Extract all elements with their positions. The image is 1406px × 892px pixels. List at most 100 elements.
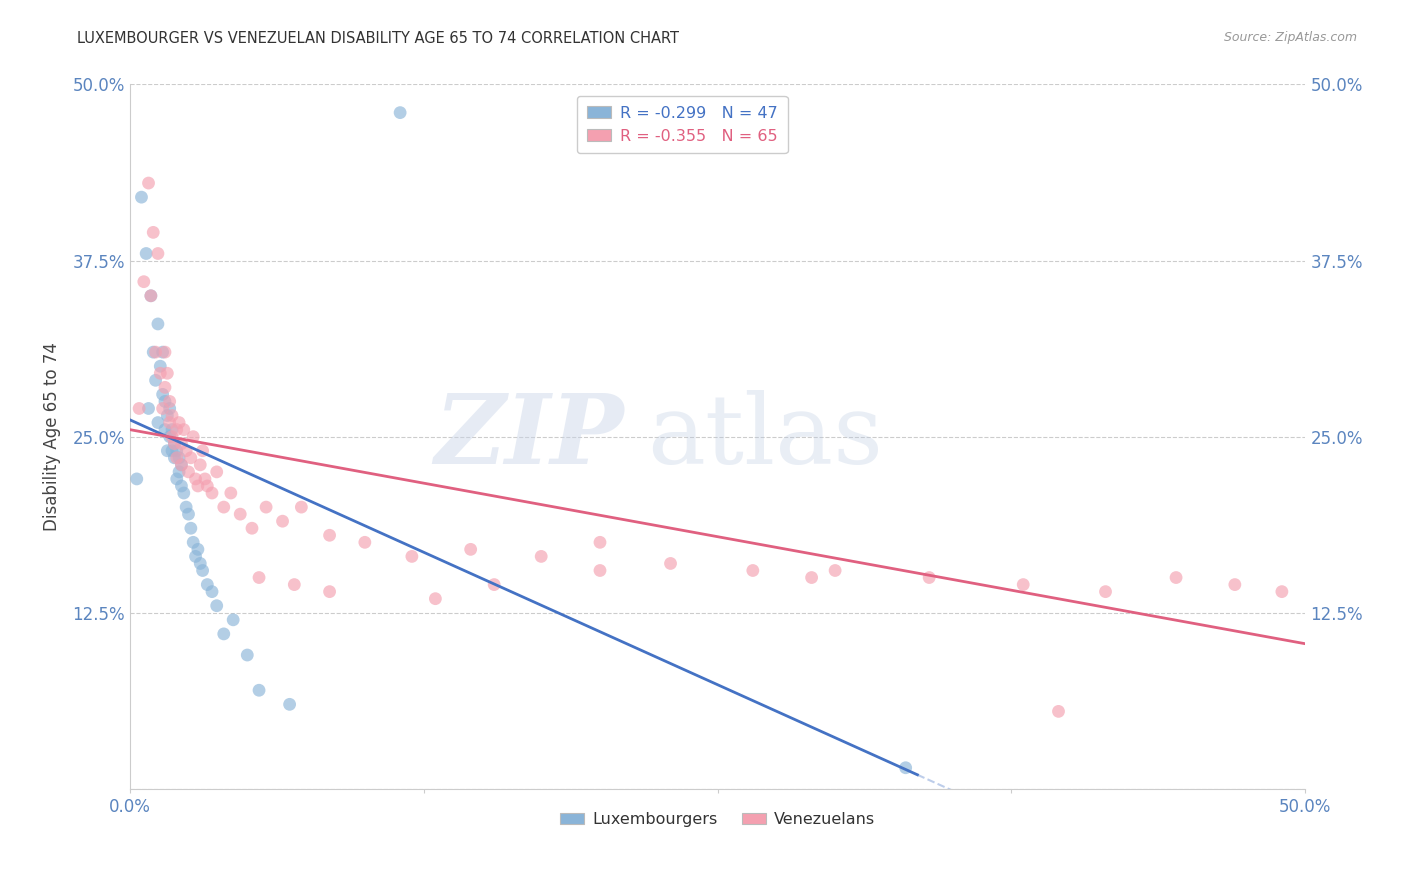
Point xyxy=(219,486,242,500)
Point xyxy=(184,549,207,564)
Point xyxy=(152,345,174,359)
Point xyxy=(139,289,162,303)
Point xyxy=(163,436,186,450)
Point xyxy=(135,246,157,260)
Point xyxy=(589,564,612,578)
Point xyxy=(153,423,176,437)
Point xyxy=(290,500,312,514)
Point xyxy=(195,479,218,493)
Point xyxy=(160,443,183,458)
Point xyxy=(247,683,270,698)
Point xyxy=(167,465,190,479)
Point xyxy=(153,345,176,359)
Point xyxy=(201,584,224,599)
Point xyxy=(152,401,174,416)
Text: Source: ZipAtlas.com: Source: ZipAtlas.com xyxy=(1223,31,1357,45)
Point xyxy=(174,443,197,458)
Point xyxy=(401,549,423,564)
Point xyxy=(212,627,235,641)
Point xyxy=(205,465,228,479)
Point xyxy=(800,570,823,584)
Point xyxy=(181,535,204,549)
Point xyxy=(247,570,270,584)
Point xyxy=(166,443,188,458)
Point xyxy=(1223,577,1246,591)
Point xyxy=(187,542,209,557)
Point xyxy=(187,479,209,493)
Point xyxy=(159,416,181,430)
Point xyxy=(125,472,148,486)
Point xyxy=(170,436,193,450)
Point xyxy=(170,458,193,472)
Point xyxy=(824,564,846,578)
Point xyxy=(166,450,188,465)
Point xyxy=(173,423,195,437)
Point xyxy=(170,458,193,472)
Point xyxy=(145,345,167,359)
Point xyxy=(181,430,204,444)
Point xyxy=(318,528,340,542)
Point xyxy=(195,577,218,591)
Point xyxy=(156,409,179,423)
Point xyxy=(132,275,155,289)
Point xyxy=(152,387,174,401)
Point xyxy=(188,458,211,472)
Text: LUXEMBOURGER VS VENEZUELAN DISABILITY AGE 65 TO 74 CORRELATION CHART: LUXEMBOURGER VS VENEZUELAN DISABILITY AG… xyxy=(77,31,679,46)
Point xyxy=(894,761,917,775)
Point xyxy=(145,373,167,387)
Point xyxy=(1271,584,1294,599)
Point xyxy=(159,430,181,444)
Point xyxy=(166,472,188,486)
Point xyxy=(254,500,277,514)
Point xyxy=(156,366,179,380)
Point xyxy=(741,564,763,578)
Point xyxy=(283,577,305,591)
Text: ZIP: ZIP xyxy=(434,390,623,483)
Point xyxy=(166,423,188,437)
Point xyxy=(184,472,207,486)
Point xyxy=(159,394,181,409)
Point xyxy=(236,648,259,662)
Point xyxy=(142,345,165,359)
Point xyxy=(194,472,217,486)
Point xyxy=(146,317,169,331)
Point xyxy=(146,416,169,430)
Point xyxy=(271,514,294,528)
Point xyxy=(425,591,447,606)
Point xyxy=(163,450,186,465)
Point xyxy=(160,430,183,444)
Point xyxy=(240,521,263,535)
Point xyxy=(149,366,172,380)
Point xyxy=(128,401,150,416)
Point xyxy=(482,577,505,591)
Legend: Luxembourgers, Venezuelans: Luxembourgers, Venezuelans xyxy=(554,806,882,834)
Point xyxy=(278,698,301,712)
Point xyxy=(139,289,162,303)
Point xyxy=(138,176,160,190)
Point xyxy=(160,423,183,437)
Point xyxy=(1012,577,1035,591)
Point xyxy=(174,500,197,514)
Point xyxy=(1094,584,1116,599)
Point xyxy=(918,570,941,584)
Point xyxy=(153,380,176,394)
Y-axis label: Disability Age 65 to 74: Disability Age 65 to 74 xyxy=(44,343,60,531)
Point xyxy=(389,105,412,120)
Point xyxy=(188,557,211,571)
Point xyxy=(177,465,200,479)
Text: atlas: atlas xyxy=(647,390,883,483)
Point xyxy=(229,507,252,521)
Point xyxy=(222,613,245,627)
Point xyxy=(170,479,193,493)
Point xyxy=(159,401,181,416)
Point xyxy=(153,394,176,409)
Point xyxy=(589,535,612,549)
Point xyxy=(167,416,190,430)
Point xyxy=(212,500,235,514)
Point xyxy=(163,436,186,450)
Point xyxy=(138,401,160,416)
Point xyxy=(530,549,553,564)
Point xyxy=(460,542,482,557)
Point xyxy=(205,599,228,613)
Point xyxy=(1164,570,1187,584)
